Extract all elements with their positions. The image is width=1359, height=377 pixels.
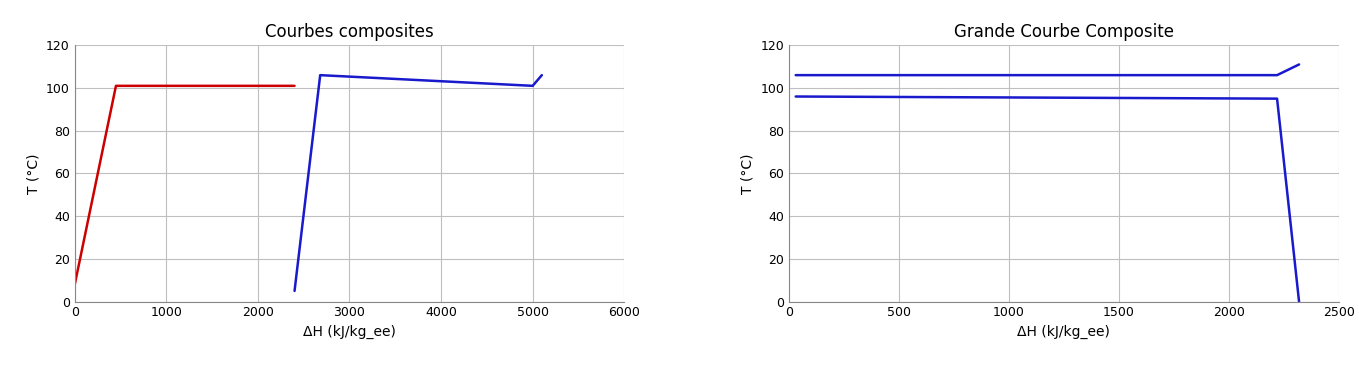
Y-axis label: T (°C): T (°C) (26, 153, 41, 194)
Y-axis label: T (°C): T (°C) (741, 153, 754, 194)
X-axis label: ΔH (kJ/kg_ee): ΔH (kJ/kg_ee) (1018, 325, 1110, 339)
Title: Grande Courbe Composite: Grande Courbe Composite (954, 23, 1174, 41)
Title: Courbes composites: Courbes composites (265, 23, 434, 41)
X-axis label: ΔH (kJ/kg_ee): ΔH (kJ/kg_ee) (303, 325, 395, 339)
